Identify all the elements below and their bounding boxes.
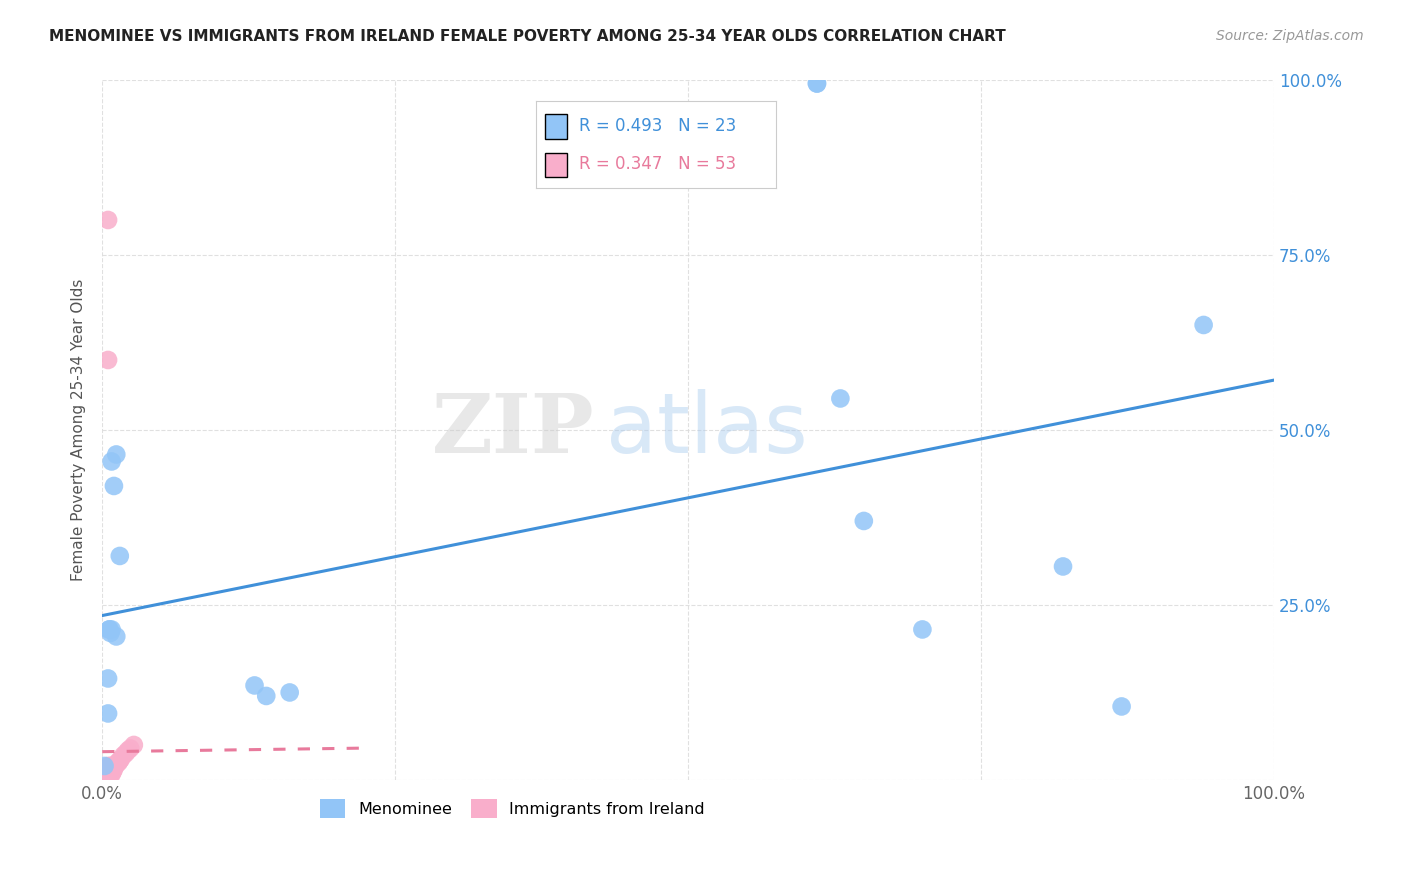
Point (108, 753, 131, 767)
Point (98, 762, 121, 776)
Point (104, 759, 127, 773)
Text: atlas: atlas (606, 390, 808, 470)
Point (103, 479, 125, 493)
Point (243, 678, 266, 692)
Point (98, 764, 121, 779)
Point (93, 766, 115, 780)
Point (101, 764, 124, 779)
Point (94, 764, 117, 779)
Point (96, 769, 118, 783)
Point (93, 772, 115, 786)
Point (96, 767, 118, 781)
Point (100, 767, 122, 781)
Point (97, 762, 120, 776)
Point (94, 770, 117, 784)
Point (94, 772, 117, 786)
Point (107, 756, 129, 770)
Point (852, 514, 875, 528)
Point (97, 764, 120, 779)
Point (93, 767, 115, 781)
Point (98, 623, 121, 637)
Point (254, 689, 277, 703)
Point (105, 447, 128, 461)
Point (911, 623, 934, 637)
Point (108, 549, 131, 563)
Point (93, 759, 115, 773)
Point (1052, 559, 1074, 574)
Point (1111, 699, 1133, 714)
Point (806, 77, 828, 91)
Point (101, 760, 124, 774)
Point (103, 759, 125, 773)
Point (100, 759, 122, 773)
Point (100, 454, 122, 468)
Point (98, 623, 121, 637)
Point (120, 741, 142, 756)
Point (98, 769, 121, 783)
Point (117, 743, 139, 757)
Point (97, 672, 120, 686)
Point (830, 392, 852, 406)
Point (97, 353, 120, 368)
Point (97, 706, 120, 721)
Point (93, 766, 115, 780)
Point (100, 626, 122, 640)
Legend: Menominee, Immigrants from Ireland: Menominee, Immigrants from Ireland (314, 792, 711, 824)
Point (100, 760, 122, 774)
Point (98, 767, 121, 781)
Point (93, 772, 115, 786)
Point (96, 772, 118, 786)
Point (96, 762, 118, 776)
Point (97, 772, 120, 786)
Point (93, 770, 115, 784)
Point (100, 764, 122, 779)
Point (100, 764, 122, 779)
Point (100, 767, 122, 781)
Point (100, 762, 122, 776)
Point (105, 757, 128, 772)
Point (97, 769, 120, 783)
Point (94, 769, 117, 783)
Text: Source: ZipAtlas.com: Source: ZipAtlas.com (1216, 29, 1364, 43)
Point (93, 770, 115, 784)
Point (112, 748, 135, 763)
Text: MENOMINEE VS IMMIGRANTS FROM IRELAND FEMALE POVERTY AMONG 25-34 YEAR OLDS CORREL: MENOMINEE VS IMMIGRANTS FROM IRELAND FEM… (49, 29, 1005, 44)
Point (93, 769, 115, 783)
Point (100, 623, 122, 637)
Point (122, 738, 145, 752)
Point (1192, 318, 1215, 332)
Point (97, 213, 120, 227)
Point (96, 764, 118, 779)
Point (97, 767, 120, 781)
Point (278, 685, 301, 699)
Text: ZIP: ZIP (432, 390, 595, 470)
Point (114, 747, 136, 761)
Point (97, 759, 120, 773)
Y-axis label: Female Poverty Among 25-34 Year Olds: Female Poverty Among 25-34 Year Olds (72, 279, 86, 582)
Point (94, 767, 117, 781)
Point (806, 77, 828, 91)
Point (107, 756, 129, 770)
Point (103, 763, 125, 777)
Point (93, 769, 115, 783)
Point (110, 752, 132, 766)
Point (105, 630, 128, 644)
